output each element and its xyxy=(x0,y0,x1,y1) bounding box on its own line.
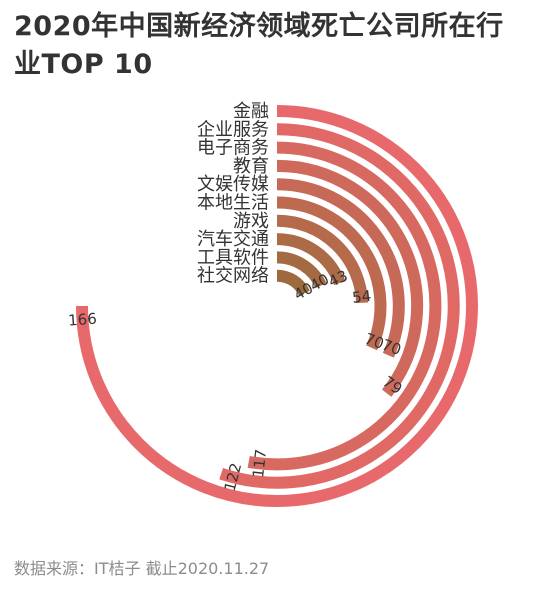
chart-title: 2020年中国新经济领域死亡公司所在行业TOP 10 xyxy=(14,11,504,80)
category-label: 企业服务 xyxy=(197,119,269,140)
category-label: 游戏 xyxy=(233,211,269,232)
bar-汽车交通 xyxy=(276,233,346,286)
bar-游戏 xyxy=(276,214,369,304)
category-label: 电子商务 xyxy=(197,138,269,159)
bar-金融 xyxy=(76,105,478,507)
category-label: 教育 xyxy=(233,156,269,177)
bar-企业服务 xyxy=(219,123,460,489)
value-label: 70 xyxy=(380,336,404,359)
category-label: 文娱传媒 xyxy=(197,174,269,195)
bar-文娱传媒 xyxy=(276,178,405,358)
value-label: 70 xyxy=(362,329,386,352)
category-label: 工具软件 xyxy=(197,247,269,268)
value-label: 54 xyxy=(351,287,372,307)
category-label: 金融 xyxy=(233,101,269,122)
value-label: 117 xyxy=(249,448,270,478)
category-label: 汽车交通 xyxy=(197,229,269,250)
bar-教育 xyxy=(276,159,424,397)
category-label: 本地生活 xyxy=(197,193,269,214)
bar-社交网络 xyxy=(276,269,310,297)
bar-电子商务 xyxy=(247,141,442,471)
category-label: 社交网络 xyxy=(197,266,269,287)
bar-本地生活 xyxy=(276,196,387,351)
bar-group xyxy=(76,105,478,507)
value-label: 122 xyxy=(221,461,246,493)
value-label: 166 xyxy=(68,310,98,330)
source-note: 数据来源：IT桔子 截止2020.11.27 xyxy=(14,559,270,578)
bar-工具软件 xyxy=(276,251,327,289)
